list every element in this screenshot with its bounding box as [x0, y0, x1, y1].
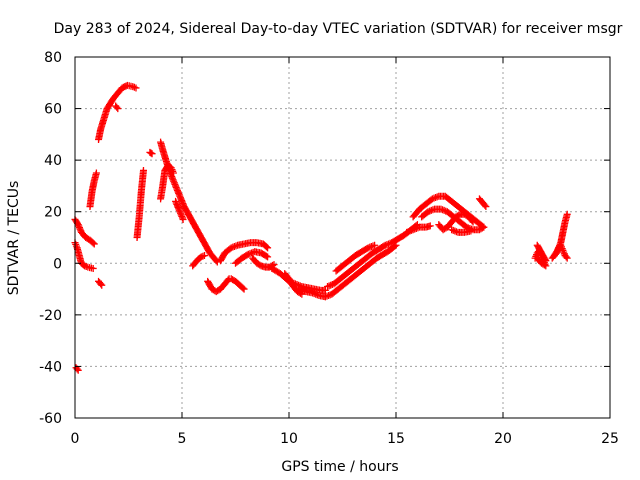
data-point	[97, 280, 105, 288]
data-point	[240, 285, 248, 293]
data-point	[148, 150, 156, 158]
data-point	[239, 284, 247, 292]
data-point	[541, 255, 549, 263]
y-tick-label: 0	[53, 256, 62, 272]
data-points	[71, 81, 571, 374]
data-point	[92, 169, 100, 177]
x-tick-label: 15	[387, 431, 405, 447]
data-point	[269, 261, 277, 269]
y-tick-label: 40	[44, 153, 62, 169]
data-point	[139, 166, 147, 174]
data-point	[480, 223, 488, 231]
data-point	[467, 227, 475, 235]
x-tick-label: 25	[601, 431, 619, 447]
y-tick-label: 80	[44, 50, 62, 66]
data-point	[563, 210, 571, 218]
y-tick-label: 60	[44, 102, 62, 118]
data-point	[169, 169, 177, 177]
y-tick-label: -40	[39, 359, 62, 375]
data-point	[533, 254, 541, 262]
data-point	[270, 261, 278, 269]
data-point	[468, 217, 476, 225]
data-point	[179, 215, 187, 223]
data-point	[264, 244, 272, 252]
data-point	[98, 281, 106, 289]
data-point	[478, 224, 486, 232]
data-point	[132, 84, 140, 92]
x-tick-label: 10	[280, 431, 298, 447]
data-point	[213, 258, 221, 266]
x-tick-label: 20	[494, 431, 512, 447]
axis-ticks: 0 5 10 15 20 25 -60 -40 -20 0 20 40 60 80	[39, 50, 619, 447]
x-tick-label: 0	[71, 431, 80, 447]
x-tick-label: 5	[178, 431, 187, 447]
data-point	[426, 222, 434, 230]
chart-title: Day 283 of 2024, Sidereal Day-to-day VTE…	[54, 21, 623, 37]
data-point	[113, 103, 121, 111]
x-axis-label: GPS time / hours	[281, 459, 398, 475]
data-point	[563, 254, 571, 262]
data-point	[371, 241, 379, 249]
data-point	[89, 239, 97, 247]
data-point	[562, 253, 570, 261]
data-point	[74, 366, 82, 374]
data-point	[469, 218, 477, 226]
data-point	[200, 252, 208, 260]
data-point	[262, 252, 270, 260]
data-point	[90, 240, 98, 248]
y-axis-label: SDTVAR / TECUs	[6, 181, 22, 296]
y-tick-label: -60	[39, 411, 62, 427]
data-point	[481, 201, 489, 209]
data-point	[542, 257, 550, 265]
data-point	[89, 264, 97, 272]
data-point	[321, 286, 329, 294]
grid	[75, 57, 610, 418]
data-point	[264, 253, 272, 261]
data-point	[114, 105, 122, 113]
y-tick-label: 20	[44, 205, 62, 221]
data-point	[534, 255, 542, 263]
plot-frame	[74, 56, 611, 419]
data-point	[72, 242, 80, 250]
y-tick-label: -20	[39, 308, 62, 324]
data-point	[482, 203, 490, 211]
data-point	[263, 243, 271, 251]
